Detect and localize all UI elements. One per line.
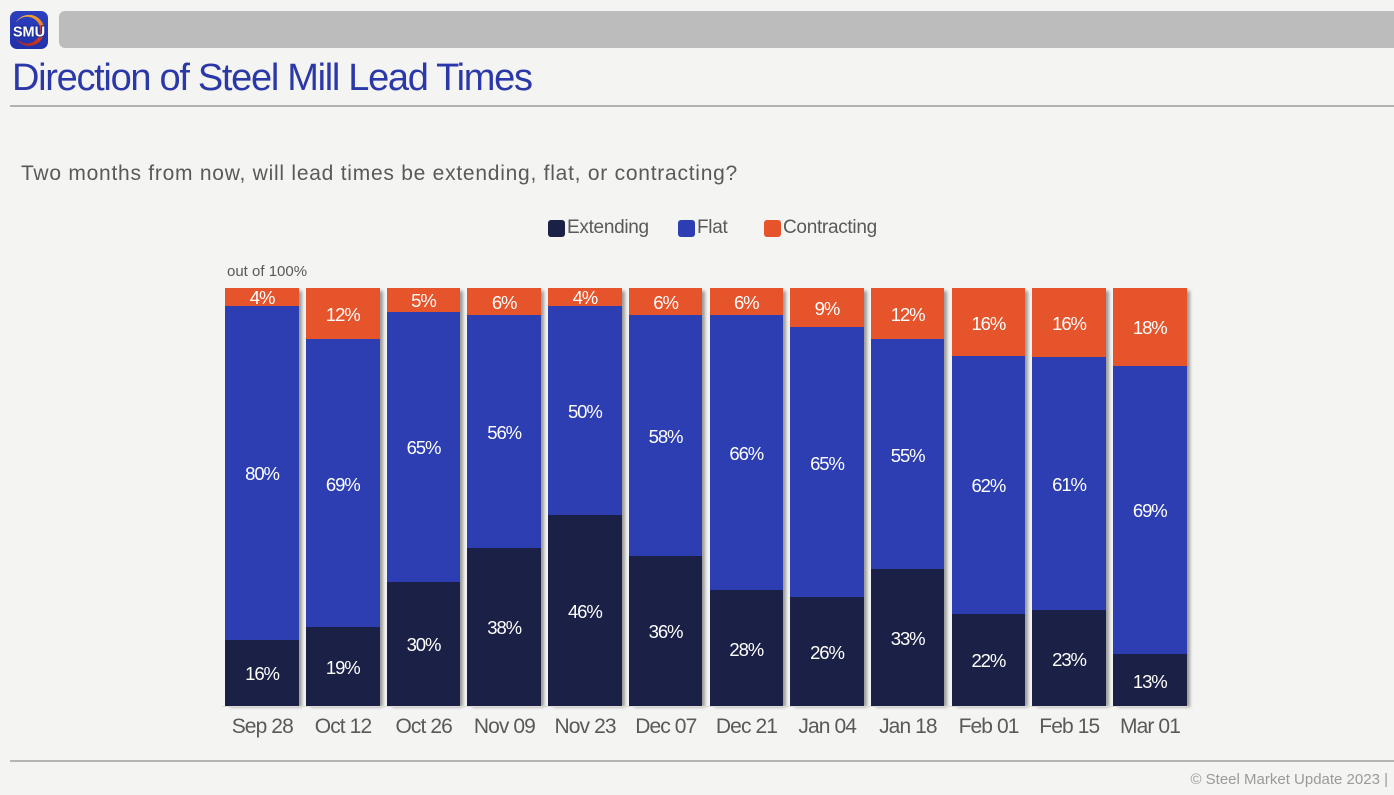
svg-text:SMU: SMU [13, 24, 45, 40]
svg-text:SMU: SMU [13, 24, 45, 40]
